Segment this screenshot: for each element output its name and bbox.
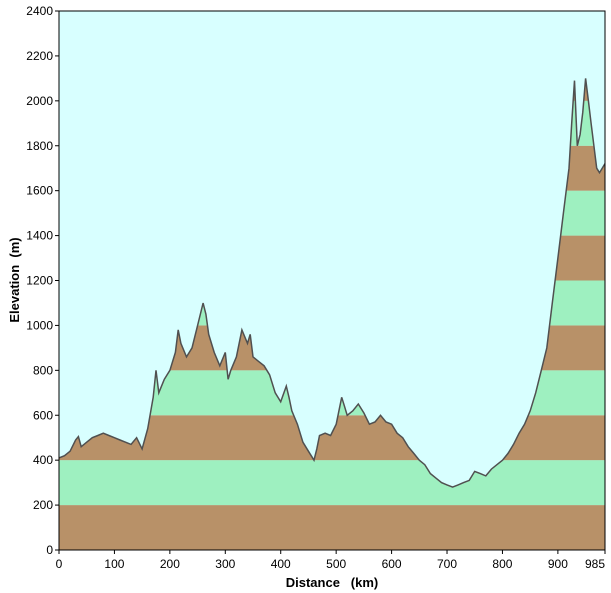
y-tick-label: 2000: [26, 94, 53, 108]
y-tick-label: 1000: [26, 318, 53, 332]
x-tick-label: 600: [382, 557, 402, 571]
x-tick-label: 700: [437, 557, 457, 571]
y-tick-label: 1200: [26, 274, 53, 288]
x-tick-label: 900: [548, 557, 568, 571]
x-tick-label: 300: [215, 557, 235, 571]
y-tick-label: 0: [46, 543, 53, 557]
x-tick-label: 100: [104, 557, 124, 571]
y-tick-label: 1800: [26, 139, 53, 153]
y-axis-ticks: 0 200 400 600 800 1000 1200 1400 1600 1800 2000 220…: [26, 4, 59, 557]
x-tick-label: 400: [271, 557, 291, 571]
x-tick-label: 800: [492, 557, 512, 571]
x-tick-label: 0: [56, 557, 63, 571]
y-tick-label: 200: [33, 498, 53, 512]
x-axis-ticks: 0 100 200 300 400 500 600 700 800 900 985: [56, 550, 606, 571]
y-tick-label: 600: [33, 408, 53, 422]
elevation-band: [59, 460, 605, 506]
y-tick-label: 800: [33, 363, 53, 377]
elevation-profile-line: [59, 78, 605, 488]
y-axis-title: Elevation (m): [7, 237, 22, 322]
y-tick-label: 1600: [26, 184, 53, 198]
x-tick-label: 500: [326, 557, 346, 571]
y-tick-label: 400: [33, 453, 53, 467]
x-axis-title: Distance (km): [286, 575, 378, 590]
x-tick-label: 985: [585, 557, 605, 571]
y-tick-label: 2400: [26, 4, 53, 18]
x-tick-label: 200: [160, 557, 180, 571]
elevation-band: [59, 505, 605, 550]
y-tick-label: 1400: [26, 229, 53, 243]
y-tick-label: 2200: [26, 49, 53, 63]
